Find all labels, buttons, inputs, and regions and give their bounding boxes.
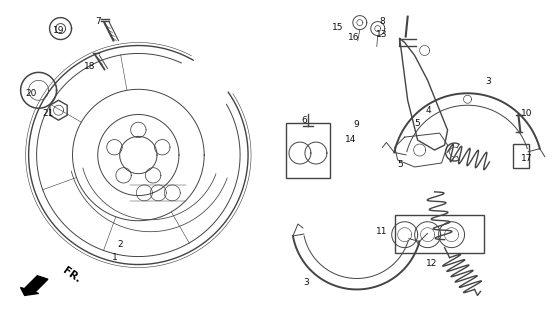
Text: 2: 2	[118, 240, 123, 249]
Text: 17: 17	[521, 154, 532, 163]
Text: 6: 6	[301, 116, 307, 125]
Text: 3: 3	[485, 77, 490, 86]
Text: 14: 14	[344, 135, 356, 144]
Text: 5: 5	[397, 160, 403, 169]
Text: 4: 4	[425, 106, 431, 115]
Text: 19: 19	[54, 27, 65, 36]
Text: 13: 13	[376, 30, 388, 39]
Text: 3: 3	[303, 278, 309, 287]
Text: FR.: FR.	[61, 266, 82, 285]
Text: 21: 21	[42, 109, 54, 118]
Polygon shape	[50, 100, 67, 120]
Text: 7: 7	[95, 17, 101, 26]
Text: 12: 12	[426, 259, 438, 268]
Text: 10: 10	[521, 109, 532, 118]
Text: 18: 18	[84, 61, 95, 70]
Text: 8: 8	[379, 17, 385, 26]
Text: 16: 16	[348, 33, 360, 42]
Text: 11: 11	[376, 227, 388, 236]
FancyArrow shape	[21, 276, 48, 295]
Text: 1: 1	[112, 253, 118, 262]
Text: 9: 9	[353, 120, 359, 130]
Text: 15: 15	[331, 23, 343, 32]
Text: 5: 5	[414, 119, 420, 128]
Text: 20: 20	[26, 89, 37, 98]
